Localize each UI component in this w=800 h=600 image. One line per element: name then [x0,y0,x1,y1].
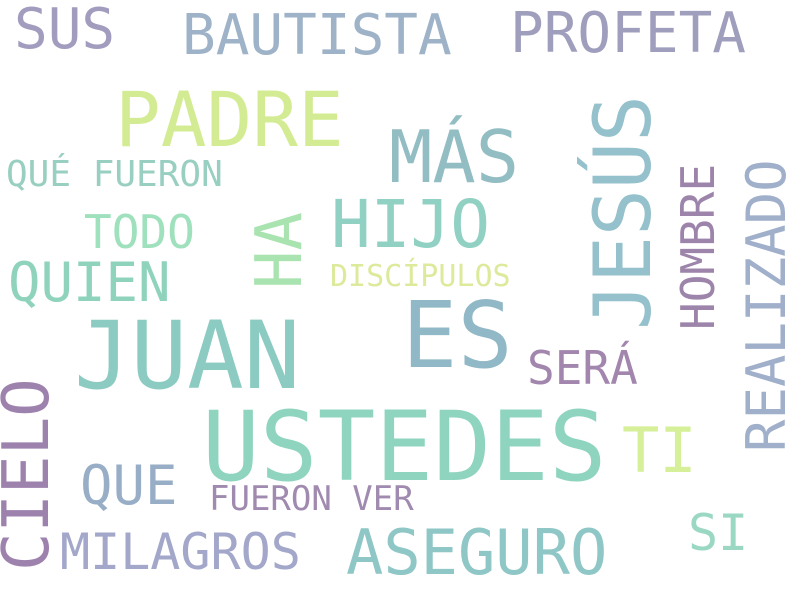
word-mas: MÁS [389,115,520,199]
word-todo: TODO [84,205,195,259]
word-quien: QUIEN [8,251,171,314]
word-juan: JUAN [74,302,301,411]
word-discipulos: DISCÍPULOS [330,259,511,294]
word-es: ES [402,282,513,389]
word-sus: SUS [14,0,116,62]
word-jesus: JESÚS [579,95,669,330]
word-cielo: CIELO [0,378,64,571]
word-si: SI [688,504,749,562]
word-ha: HA [243,211,317,289]
word-fueron-ver: FUERON VER [209,479,414,519]
word-padre: PADRE [115,75,344,164]
word-hombre: HOMBRE [671,163,725,330]
word-aseguro: ASEGURO [346,516,608,589]
word-realizado: REALIZADO [735,159,798,452]
word-ti: TI [622,414,697,487]
word-ustedes: USTEDES [202,391,607,503]
word-profeta: PROFETA [510,1,747,66]
word-hijo: HIJO [331,186,490,263]
word-milagros: MILAGROS [60,523,301,581]
word-que-fueron: QUÉ FUERON [6,154,223,195]
word-sera: SERÁ [527,341,638,395]
word-que: QUE [80,454,178,517]
word-bautista: BAUTISTA [182,3,452,68]
